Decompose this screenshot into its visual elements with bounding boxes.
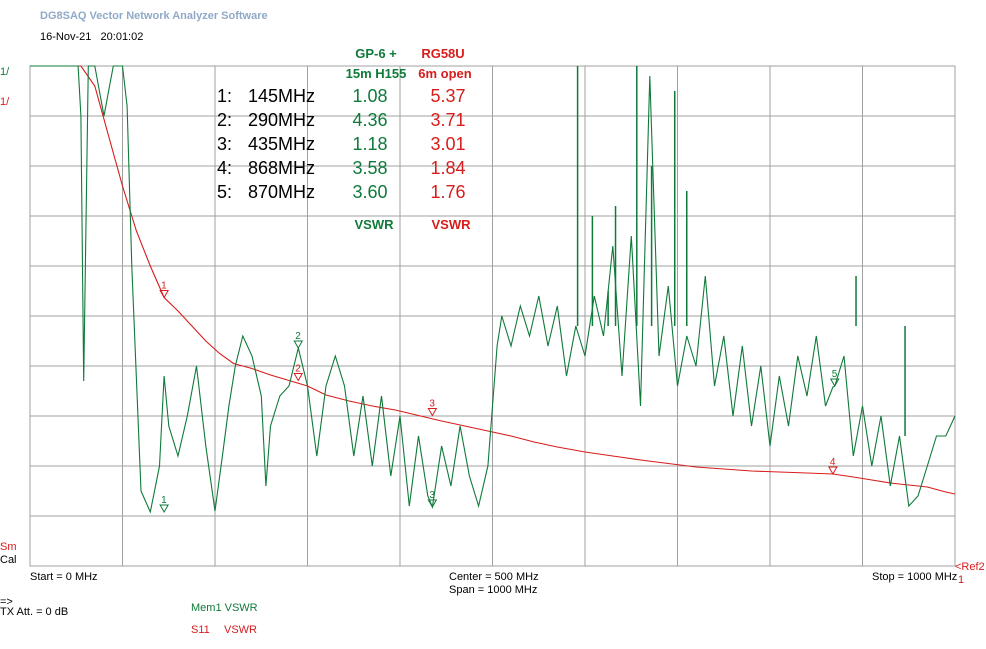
green-marker xyxy=(427,499,438,509)
green-marker-label: 3 xyxy=(429,490,435,501)
marker-value-red: 3.01 xyxy=(430,134,466,154)
marker-number: 5: xyxy=(217,182,233,202)
ref-label: <Ref2 xyxy=(955,561,985,573)
red-header-line1: RG58U xyxy=(421,46,465,61)
green-header-line2: 15m H155 xyxy=(345,66,407,81)
green-scale-label: 1/ xyxy=(0,66,10,78)
red-marker-label: 3 xyxy=(429,399,435,410)
green-header-line1: GP-6 + xyxy=(355,46,397,61)
red-marker-label: 1 xyxy=(161,281,167,292)
timestamp-date: 16-Nov-21 xyxy=(40,31,92,43)
marker-frequency: 290MHz xyxy=(248,110,316,130)
green-marker xyxy=(159,504,169,514)
red-marker xyxy=(293,373,304,382)
green-vswr-trace xyxy=(30,65,956,514)
marker-value-red: 5.37 xyxy=(430,86,466,106)
span-label: Span = 1000 MHz xyxy=(449,584,538,596)
timestamp: 16-Nov-21 20:01:02 xyxy=(40,31,143,43)
cal-label: Cal xyxy=(0,554,17,566)
red-marker xyxy=(427,408,438,417)
center-label: Center = 500 MHz xyxy=(449,571,539,583)
red-marker-label: 4 xyxy=(830,457,836,468)
app-title: DG8SAQ Vector Network Analyzer Software xyxy=(40,10,268,22)
marker-number: 4: xyxy=(217,158,233,178)
red-header-line2: 6m open xyxy=(418,66,472,81)
red-scale-label: 1/ xyxy=(0,96,10,108)
grid xyxy=(30,66,955,566)
tx-att-label: TX Att. = 0 dB xyxy=(0,606,69,618)
marker-number: 2: xyxy=(217,110,233,130)
red-marker-label: 2 xyxy=(295,364,301,375)
arrow-indicator: => xyxy=(0,596,13,608)
marker-value-red: 1.84 xyxy=(430,158,466,178)
red-marker xyxy=(828,466,838,476)
green-marker-label: 1 xyxy=(161,495,167,506)
marker-value-green: 4.36 xyxy=(352,110,388,130)
start-label: Start = 0 MHz xyxy=(30,571,98,583)
red-footer: VSWR xyxy=(431,217,471,232)
series-layer xyxy=(30,65,956,514)
ref-index: 1 xyxy=(958,574,965,586)
green-marker-label: 2 xyxy=(295,331,301,342)
s11-type-label[interactable]: VSWR xyxy=(224,624,257,636)
marker-number: 3: xyxy=(217,134,233,154)
marker-frequency: 145MHz xyxy=(248,86,316,106)
s11-label[interactable]: S11 xyxy=(191,624,210,636)
green-marker xyxy=(829,378,840,388)
stop-label: Stop = 1000 MHz xyxy=(872,571,958,583)
markers-layer: 1 2 3 4 1 2 3 5 xyxy=(159,281,840,514)
red-vswr-trace xyxy=(30,65,956,495)
timestamp-time: 20:01:02 xyxy=(100,31,144,43)
green-footer: VSWR xyxy=(354,217,394,232)
green-marker-label: 5 xyxy=(832,369,838,380)
marker-value-green: 1.08 xyxy=(352,86,388,106)
mem1-label[interactable]: Mem1 VSWR xyxy=(191,602,258,614)
marker-value-red: 1.76 xyxy=(430,182,466,202)
marker-frequency: 868MHz xyxy=(248,158,316,178)
marker-value-red: 3.71 xyxy=(430,110,466,130)
marker-number: 1: xyxy=(217,86,233,106)
marker-frequency: 870MHz xyxy=(248,182,316,202)
marker-value-green: 3.58 xyxy=(352,158,388,178)
sm-label: Sm xyxy=(0,541,17,553)
marker-frequency: 435MHz xyxy=(248,134,316,154)
red-marker xyxy=(159,290,169,299)
green-marker xyxy=(293,340,304,350)
marker-value-green: 3.60 xyxy=(352,182,388,202)
marker-value-green: 1.18 xyxy=(352,134,388,154)
